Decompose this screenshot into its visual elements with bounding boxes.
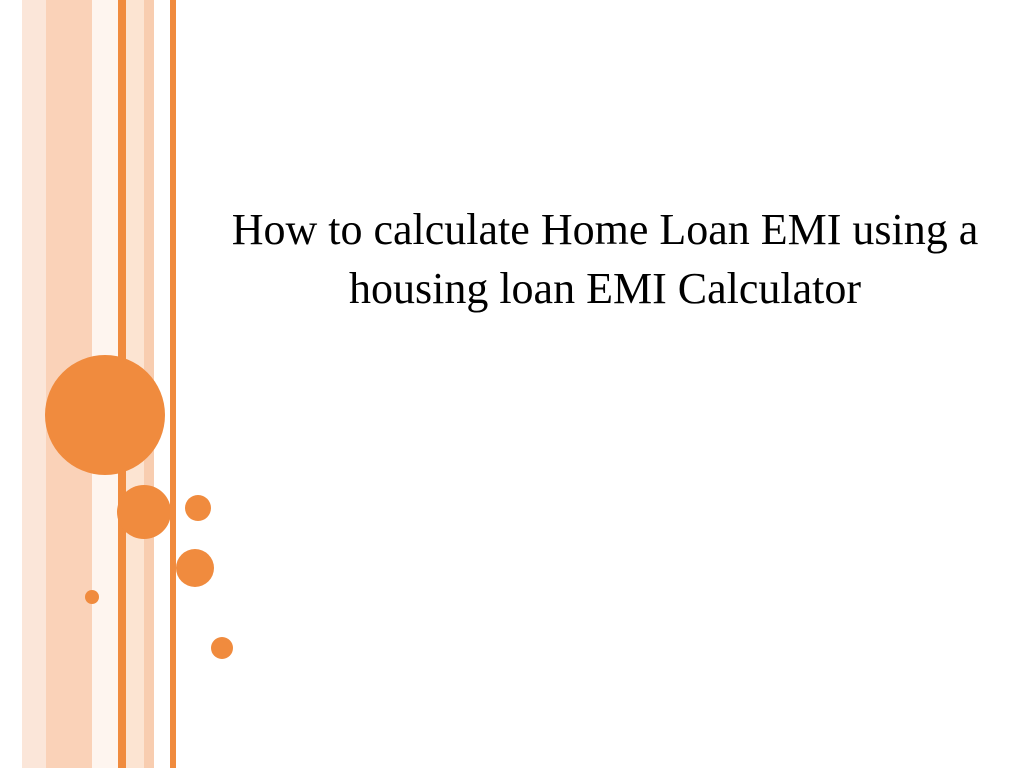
slide-title: How to calculate Home Loan EMI using a h… — [210, 200, 1000, 319]
decorative-circle-4 — [211, 637, 233, 659]
decorative-circle-2 — [185, 495, 211, 521]
decorative-circle-5 — [85, 590, 99, 604]
stripe-7 — [170, 0, 176, 768]
decorative-circle-0 — [45, 355, 165, 475]
title-block: How to calculate Home Loan EMI using a h… — [210, 200, 1000, 319]
decorative-circle-3 — [176, 549, 214, 587]
slide-canvas: How to calculate Home Loan EMI using a h… — [0, 0, 1024, 768]
decorative-circle-1 — [117, 485, 171, 539]
stripe-0 — [22, 0, 46, 768]
